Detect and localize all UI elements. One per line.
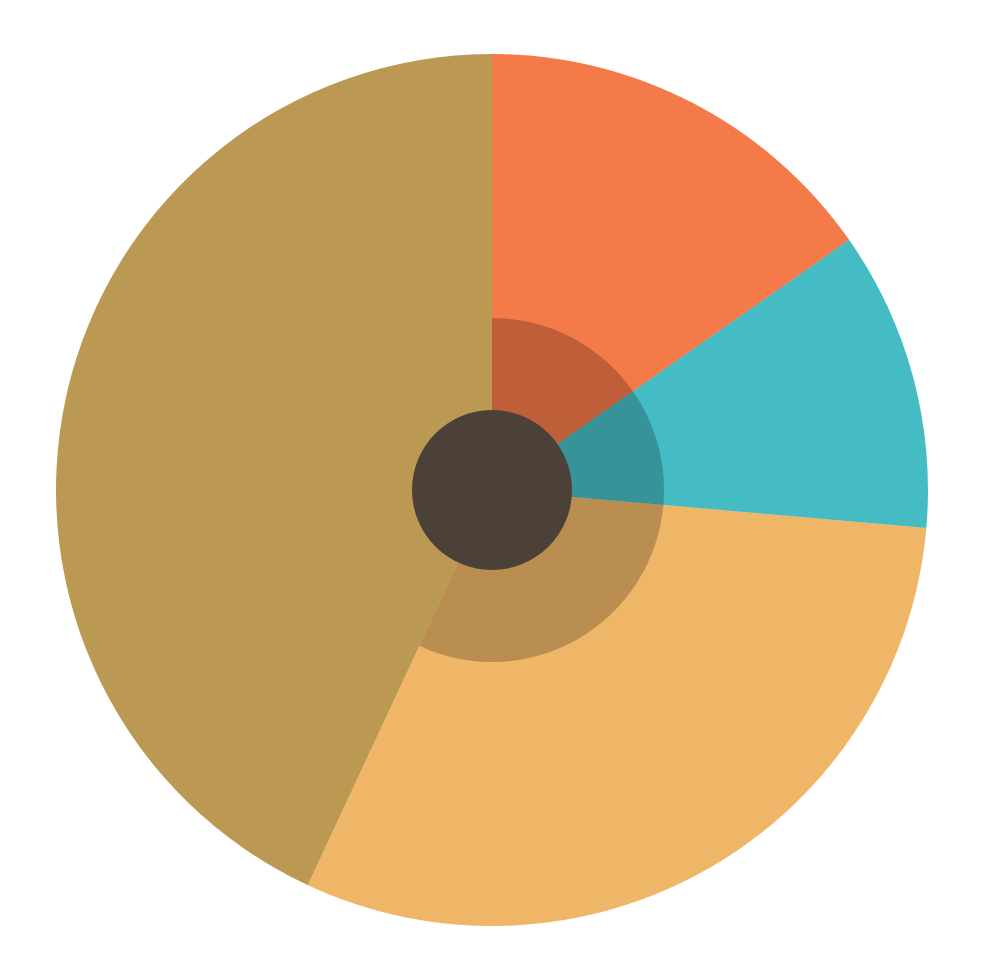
pie-center-hub [412,410,572,570]
pie-chart [0,0,985,980]
pie-chart-svg [0,0,985,980]
